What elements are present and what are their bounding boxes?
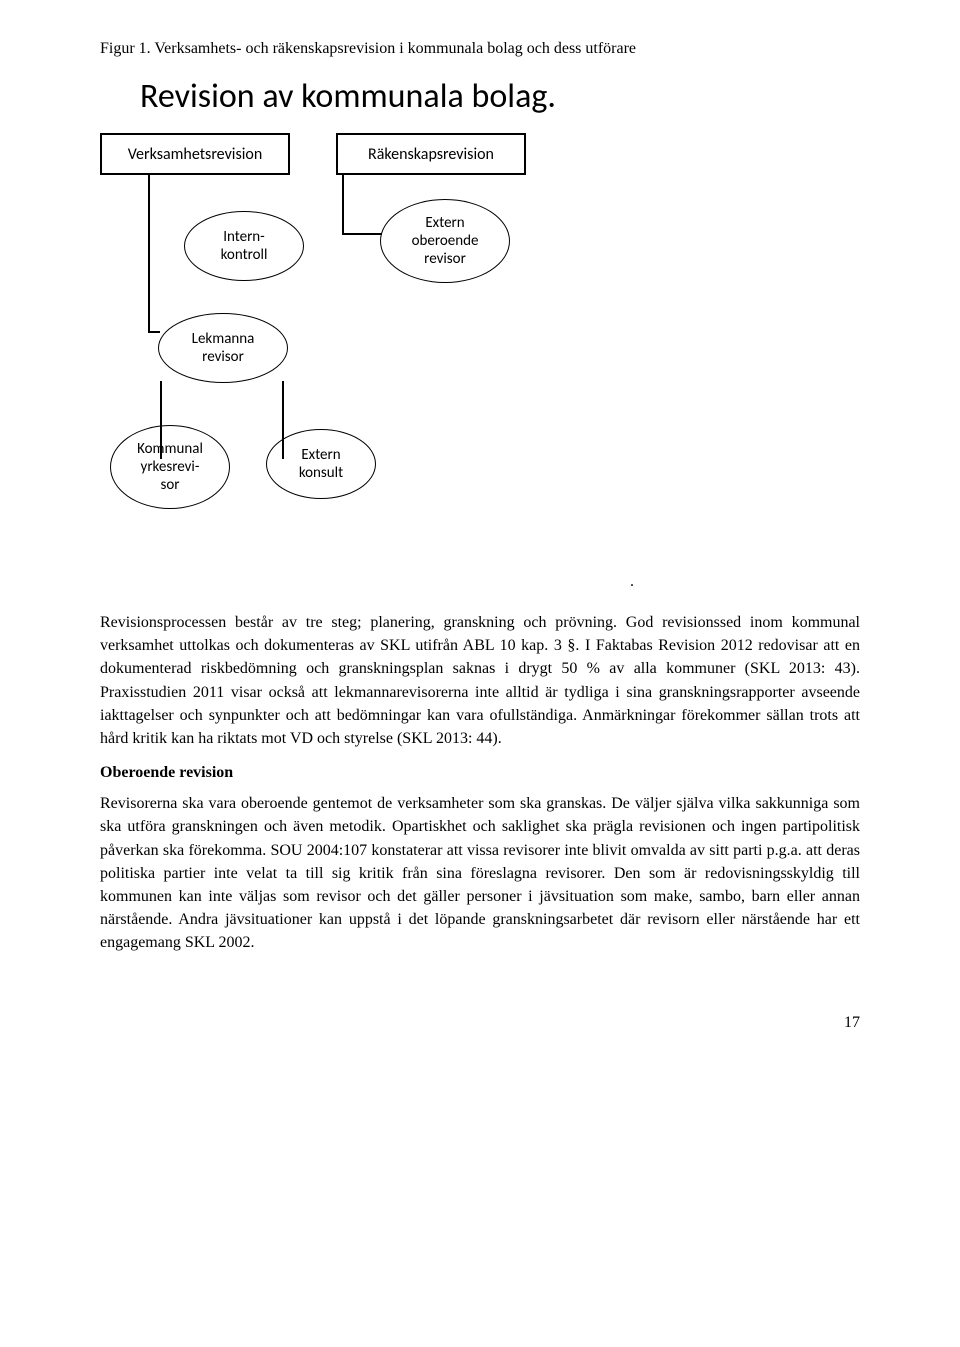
connector-2 — [342, 175, 344, 235]
diagram-container: Verksamhetsrevision Räkenskapsrevision Int… — [100, 133, 860, 573]
figure-title: Revision av kommunala bolag. — [140, 76, 860, 117]
connector-4 — [160, 381, 162, 459]
stray-dot: . — [630, 573, 860, 591]
connector-6 — [282, 381, 284, 459]
connector-0 — [148, 175, 150, 331]
node-rakenskaps: Räkenskapsrevision — [336, 133, 526, 175]
figure-caption: Figur 1. Verksamhets- och räkenskapsrevi… — [100, 40, 860, 58]
node-externob: Extern oberoende revisor — [380, 199, 510, 283]
page-number: 17 — [100, 1014, 860, 1032]
paragraph-1: Revisionsprocessen består av tre steg; p… — [100, 611, 860, 750]
node-kommunal: Kommunal yrkesrevi- sor — [110, 425, 230, 509]
node-internk: Intern- kontroll — [184, 211, 304, 281]
paragraph-2: Revisorerna ska vara oberoende gentemot … — [100, 792, 860, 954]
connector-5 — [160, 457, 162, 459]
connector-7 — [160, 381, 162, 383]
connector-1 — [148, 331, 160, 333]
node-verksamhets: Verksamhetsrevision — [100, 133, 290, 175]
subheading-oberoende: Oberoende revision — [100, 764, 860, 782]
node-lekmanna: Lekmanna revisor — [158, 313, 288, 383]
connector-3 — [342, 233, 382, 235]
